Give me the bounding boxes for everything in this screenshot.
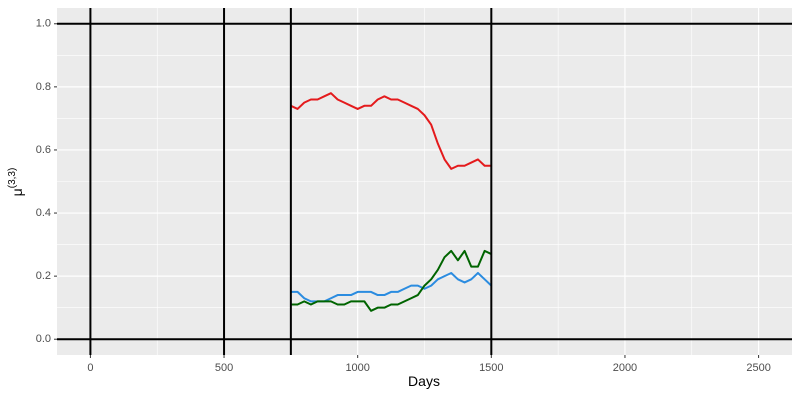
series-line	[290, 92, 492, 170]
y-axis-title: μ(3,3)	[7, 168, 25, 197]
x-tick-label: 0	[87, 362, 93, 374]
y-tick-label: 0.4	[36, 207, 51, 219]
y-tick-label: 1.0	[36, 18, 51, 30]
x-tick-label: 2500	[746, 362, 770, 374]
x-tick-label: 500	[215, 362, 233, 374]
x-tick-label: 2000	[613, 362, 637, 374]
series-line	[290, 249, 492, 312]
y-tick-label: 0.8	[36, 81, 51, 93]
y-tick-label: 0.0	[36, 333, 51, 345]
x-tick-label: 1000	[345, 362, 369, 374]
x-tick-label: 1500	[479, 362, 503, 374]
y-tick-label: 0.2	[36, 270, 51, 282]
y-axis-title-symbol: μ	[9, 188, 25, 196]
y-tick-label: 0.6	[36, 144, 51, 156]
x-axis-title: Days	[408, 373, 440, 389]
y-axis-title-superscript: (3,3)	[7, 168, 18, 189]
